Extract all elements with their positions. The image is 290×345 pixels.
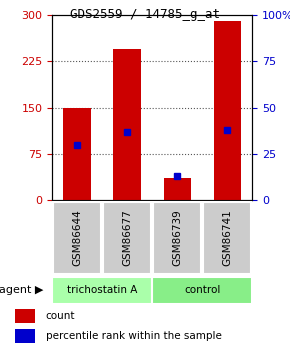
Bar	[113, 49, 141, 200]
Text: GSM86739: GSM86739	[172, 209, 182, 266]
Bar	[213, 21, 241, 200]
Text: count: count	[46, 311, 75, 321]
Text: agent ▶: agent ▶	[0, 285, 44, 295]
FancyBboxPatch shape	[152, 276, 252, 304]
Bar	[64, 108, 91, 200]
Text: control: control	[184, 285, 220, 295]
Bar	[164, 178, 191, 200]
Text: GSM86644: GSM86644	[72, 209, 82, 266]
Text: GDS2559 / 14785_g_at: GDS2559 / 14785_g_at	[70, 8, 220, 21]
FancyBboxPatch shape	[153, 201, 201, 274]
FancyBboxPatch shape	[203, 201, 251, 274]
FancyBboxPatch shape	[103, 201, 151, 274]
FancyBboxPatch shape	[53, 201, 101, 274]
Bar	[14, 329, 35, 343]
Text: trichostatin A: trichostatin A	[67, 285, 137, 295]
Bar	[14, 309, 35, 323]
Text: GSM86741: GSM86741	[222, 209, 232, 266]
FancyBboxPatch shape	[52, 276, 152, 304]
Text: percentile rank within the sample: percentile rank within the sample	[46, 331, 222, 341]
Text: GSM86677: GSM86677	[122, 209, 132, 266]
